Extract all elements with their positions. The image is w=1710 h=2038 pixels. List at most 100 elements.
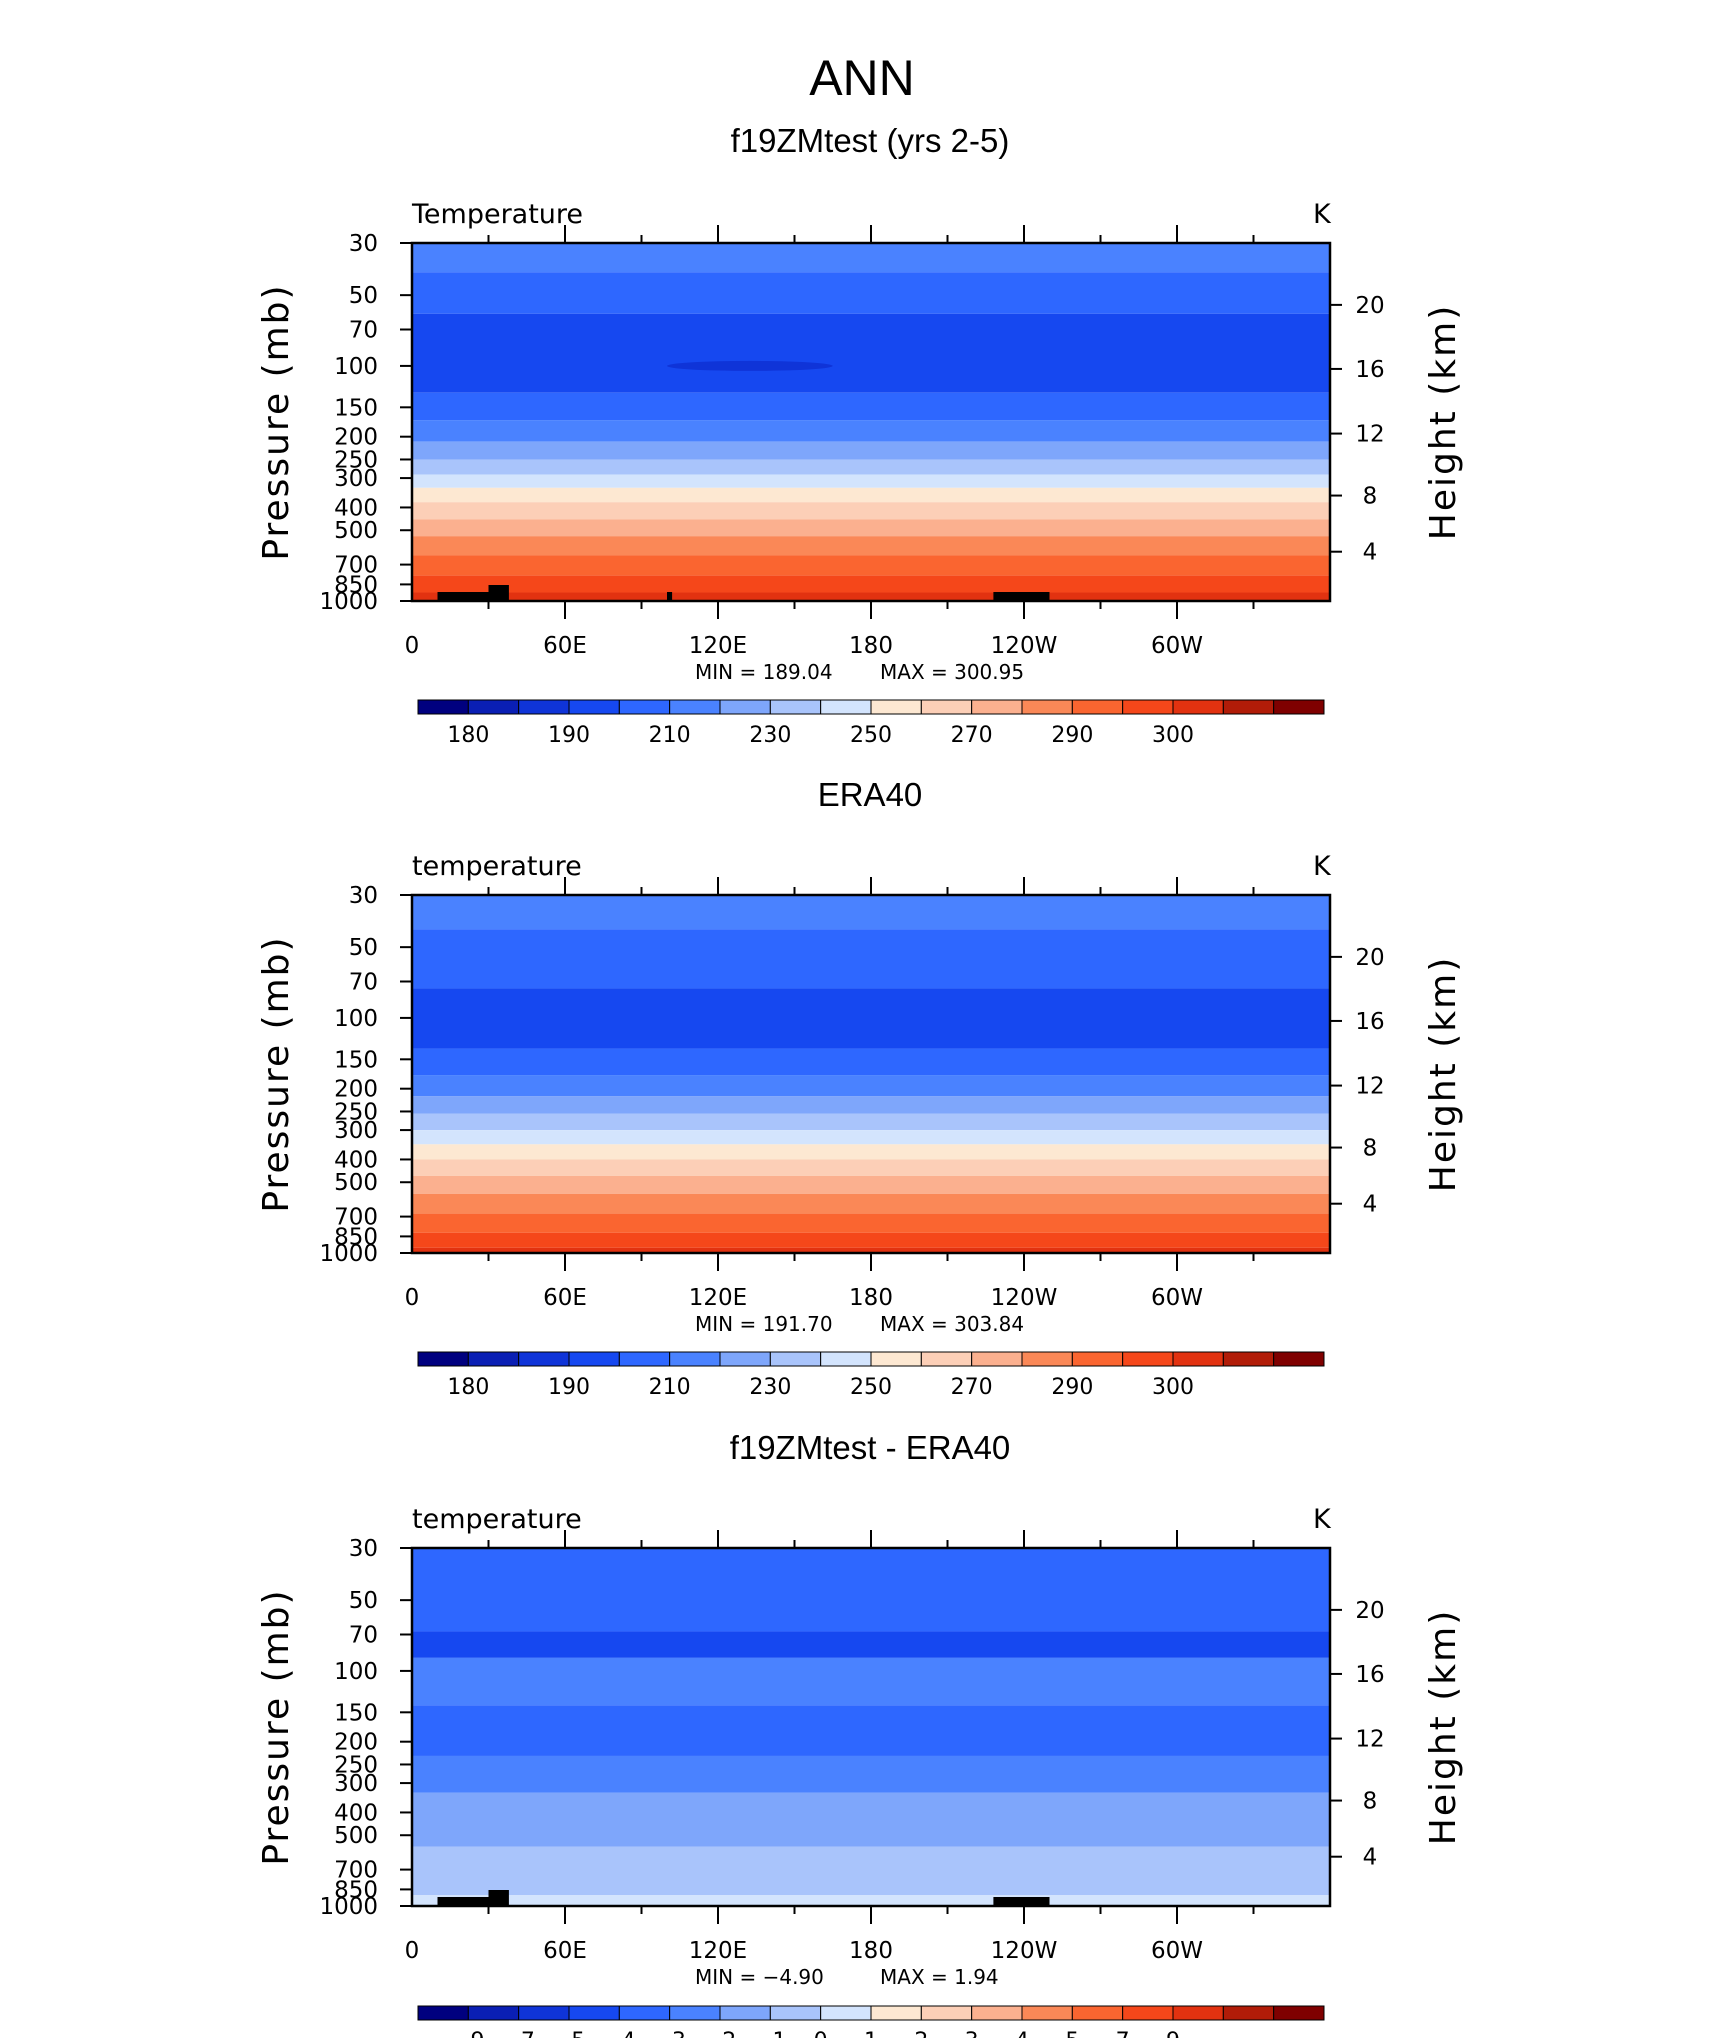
variable-label: temperature (412, 1504, 582, 1535)
min-label: MIN = 189.04 (695, 660, 833, 684)
colorbar-swatch (467, 2005, 520, 2021)
colorbar-swatch (1273, 2005, 1325, 2021)
y-tick-label: 400 (334, 495, 378, 521)
colorbar-swatch (1071, 2005, 1124, 2021)
y-tick-label: 700 (334, 1858, 378, 1884)
y-axis-label: Pressure (mb) (256, 283, 297, 560)
colorbar-label: 5 (1065, 2029, 1079, 2038)
y-tick-label: 500 (334, 1823, 378, 1849)
plot-area (412, 243, 1330, 601)
x-tick-label: 60E (543, 633, 587, 659)
topography-mask (437, 1897, 489, 1906)
colorbar-label: 300 (1152, 723, 1194, 748)
colorbar-swatch (1122, 1351, 1174, 1367)
page-title: ANN (809, 50, 915, 106)
panel-1: f19ZMtest (yrs 2-5) Temperature K 30 50 70 100… (256, 122, 1464, 748)
x-tick-label: 120W (991, 1285, 1058, 1311)
colorbar-swatch (1122, 2005, 1174, 2021)
x-tick-label: 0 (405, 1938, 420, 1964)
panel-title: ERA40 (818, 776, 923, 813)
y-right-tick-label: 8 (1363, 1136, 1378, 1162)
colorbar-swatch (971, 699, 1023, 715)
contour-band (412, 243, 1330, 273)
y-tick-label: 50 (349, 935, 378, 961)
x-tick-label: 0 (405, 1285, 420, 1311)
contour-band (412, 313, 1330, 393)
colorbar-label: 210 (649, 1375, 691, 1400)
contour-band (412, 392, 1330, 421)
contour-band (412, 1705, 1330, 1756)
y-tick-label: 100 (334, 354, 378, 380)
y-tick-label: 500 (334, 1170, 378, 1196)
colorbar-swatch (467, 1351, 520, 1367)
y-tick-label: 700 (334, 1205, 378, 1231)
colorbar-label: −9 (452, 2029, 484, 2038)
y-tick-label: 250 (334, 1099, 378, 1125)
contour-band (412, 555, 1330, 576)
x-tick-label: 60E (543, 1285, 587, 1311)
colorbar-swatch (417, 699, 469, 715)
contour-band (412, 592, 1330, 601)
contour-band (412, 474, 1330, 488)
y-right-tick-label: 16 (1355, 357, 1384, 383)
colorbar-swatch (518, 699, 570, 715)
y-right-tick-label: 16 (1355, 1009, 1384, 1035)
y-tick-label: 700 (334, 553, 378, 579)
colorbar-swatch (920, 699, 973, 715)
x-tick-label: 120E (689, 1285, 747, 1311)
x-tick-label: 120W (991, 633, 1058, 659)
colorbar-swatch (1071, 1351, 1124, 1367)
x-tick-label: 60W (1151, 633, 1203, 659)
x-tick-label: 60W (1151, 1938, 1203, 1964)
contour-band (412, 929, 1330, 989)
contour-band (412, 988, 1330, 1049)
topography-mask (488, 1890, 509, 1906)
colorbar-swatch (719, 2005, 771, 2021)
contour-band (412, 420, 1330, 442)
contour-band (412, 1159, 1330, 1176)
colorbar-swatch (669, 1351, 721, 1367)
y-right-tick-label: 8 (1363, 1789, 1378, 1815)
colorbar-label: 250 (850, 1375, 892, 1400)
max-label: MAX = 1.94 (880, 1965, 999, 1989)
colorbar-swatch (820, 2005, 872, 2021)
y-right-tick-label: 4 (1363, 1845, 1378, 1871)
y-tick-label: 70 (349, 1623, 378, 1649)
contour-band (412, 272, 1330, 314)
contour-band (412, 575, 1330, 593)
y-tick-label: 200 (334, 1730, 378, 1756)
colorbar-label: 3 (965, 2029, 979, 2038)
colorbar-label: 210 (649, 723, 691, 748)
contour-band (412, 1096, 1330, 1114)
y-tick-label: 150 (334, 1047, 378, 1073)
y-tick-label: 1000 (319, 589, 378, 615)
y-axis-label: Pressure (mb) (256, 935, 297, 1212)
colorbar-label: 270 (951, 1375, 993, 1400)
colorbar-label: 1 (864, 2029, 878, 2038)
colorbar-swatch (920, 2005, 973, 2021)
colorbar: −9 −7 −5 −4 −3 −2 −1 0 1 2 3 4 5 7 9 (417, 2005, 1325, 2038)
min-label: MIN = 191.70 (695, 1312, 833, 1336)
colorbar-swatch (971, 2005, 1023, 2021)
contour-band (412, 1247, 1330, 1253)
colorbar-label: 2 (914, 2029, 928, 2038)
variable-label: temperature (412, 851, 582, 882)
y-right-tick-label: 12 (1355, 1727, 1384, 1753)
contour-band (412, 1075, 1330, 1097)
panel-title: f19ZMtest - ERA40 (730, 1429, 1011, 1466)
colorbar-swatch (1172, 1351, 1224, 1367)
colorbar-label: 230 (749, 723, 791, 748)
colorbar-swatch (1273, 1351, 1325, 1367)
y-right-axis-label: Height (km) (1423, 1609, 1464, 1845)
colorbar-label: −7 (502, 2029, 534, 2038)
y-right-tick-label: 8 (1363, 484, 1378, 510)
y-tick-label: 850 (334, 572, 378, 598)
y-tick-label: 30 (349, 883, 378, 909)
colorbar-swatch (769, 699, 822, 715)
y-right-tick-label: 4 (1363, 1192, 1378, 1218)
colorbar-swatch (618, 2005, 671, 2021)
y-tick-label: 250 (334, 447, 378, 473)
y-tick-label: 50 (349, 1588, 378, 1614)
min-label: MIN = −4.90 (695, 1965, 824, 1989)
